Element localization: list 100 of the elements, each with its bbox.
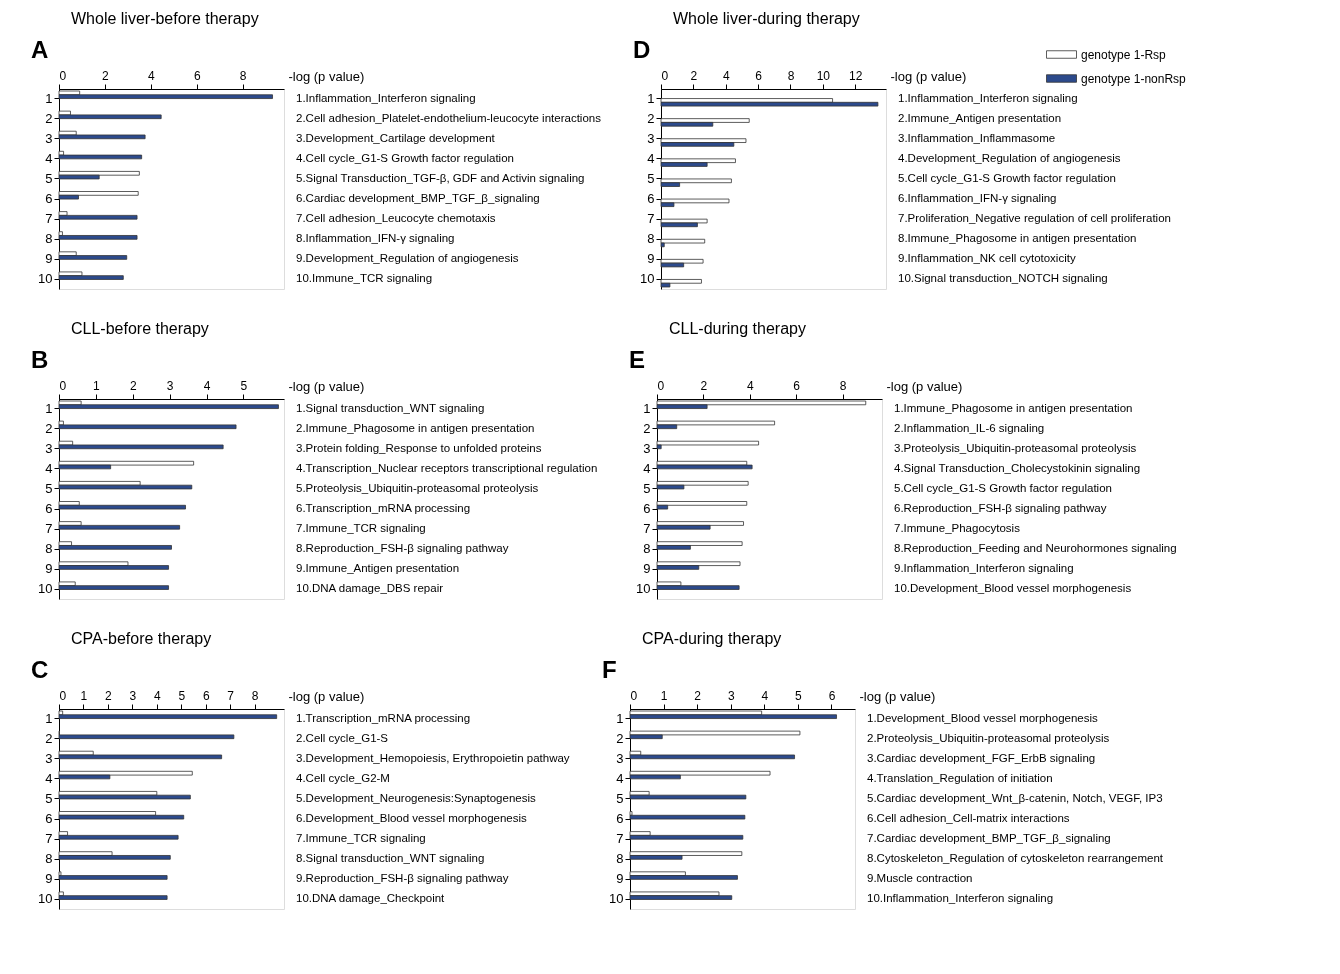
y-tick-label: 6 (616, 811, 624, 827)
bar (58, 714, 278, 719)
bar (58, 404, 279, 409)
y-tick-label: 5 (643, 480, 651, 496)
y-tick-label: 3 (45, 440, 53, 456)
bar (58, 834, 179, 840)
text: F (602, 656, 617, 683)
y-tick-label: 5 (45, 790, 53, 806)
x-tick-label: 6 (755, 68, 763, 83)
x-tick-label: 3 (129, 688, 137, 703)
y-tick-label: 10 (38, 271, 53, 287)
bar (58, 794, 191, 800)
x-tick-label: 4 (153, 688, 161, 703)
text: 5.Proteolysis_Ubiquitin-proteasomal proteolysis (296, 481, 539, 494)
x-tick-label: 8 (239, 68, 247, 83)
y-tick-label: 6 (45, 191, 53, 207)
chart-title: CPA-before therapy (71, 630, 212, 647)
x-tick-label: 4 (761, 688, 769, 703)
y-tick-label: 5 (45, 480, 53, 496)
y-tick-label: 3 (45, 130, 53, 146)
x-tick-label: 0 (657, 378, 665, 393)
text: 7.Cardiac development_BMP_TGF_β_signaling (867, 832, 1111, 845)
y-tick-label: 4 (643, 460, 651, 476)
bar (58, 235, 138, 240)
x-tick-label: 8 (839, 378, 847, 393)
bar (58, 214, 138, 220)
y-tick-label: 1 (45, 710, 53, 726)
bar (58, 754, 223, 760)
bar (629, 834, 744, 840)
text: 4.Transcription_Nuclear receptors transcriptional regulation (296, 461, 598, 474)
text: 10.DNA damage_Checkpoint (296, 892, 446, 905)
text: 4.Development_Regulation of angiogenesis (898, 151, 1121, 164)
y-tick-label: 4 (45, 150, 53, 166)
x-tick-label: 5 (795, 688, 803, 703)
x-tick-label: 2 (700, 378, 708, 393)
y-tick-label: 5 (647, 170, 655, 186)
x-tick-label: 2 (690, 68, 698, 83)
y-tick-label: 6 (45, 501, 53, 517)
bar (58, 814, 185, 820)
y-tick-label: 9 (643, 561, 651, 577)
bar (58, 565, 169, 570)
text: 1.Signal transduction_WNT signaling (296, 401, 485, 414)
bar (58, 770, 193, 776)
bar (660, 178, 732, 184)
text: 2.Inflammation_IL-6 signaling (894, 421, 1045, 434)
text: 1.Inflammation_Interferon signaling (898, 91, 1078, 104)
bar (58, 855, 171, 860)
bar (629, 895, 733, 900)
bar (656, 420, 775, 426)
x-tick-label: 6 (202, 688, 210, 703)
x-tick-label: 1 (93, 378, 101, 393)
x-tick-label: 1 (80, 688, 88, 703)
text: 5.Cell cycle_G1-S Growth factor regulation (898, 171, 1116, 184)
x-tick-label: 4 (746, 378, 754, 393)
x-tick-label: 0 (59, 688, 67, 703)
text: D (633, 36, 651, 63)
chart-title: CPA-during therapy (642, 630, 782, 647)
y-tick-label: 6 (45, 811, 53, 827)
text: 6.Cardiac development_BMP_TGF_β_signaling (296, 192, 540, 205)
text: 8.Cytoskeleton_Regulation of cytoskeleton rearrangement (867, 852, 1164, 865)
x-tick-label: 2 (102, 68, 110, 83)
text: 8.Reproduction_Feeding and Neurohormones signaling (894, 542, 1177, 555)
y-tick-label: 10 (640, 271, 655, 287)
text: 2.Proteolysis_Ubiquitin-proteasomal proteolysis (867, 731, 1110, 744)
y-tick-label: 2 (643, 420, 651, 436)
text: 7.Immune_TCR signaling (296, 832, 426, 845)
text: 6.Cell adhesion_Cell-matrix interactions (867, 812, 1070, 825)
y-tick-label: 5 (616, 790, 624, 806)
bar (660, 158, 736, 164)
y-tick-label: 2 (45, 110, 53, 126)
text: 1.Development_Blood vessel morphogenesis (867, 711, 1099, 724)
x-axis-title: -log (p value) (288, 68, 365, 84)
text: 1.Immune_Phagosome in antigen presentation (894, 401, 1133, 414)
bar (58, 524, 181, 530)
text: 7.Proliferation_Negative regulation of cell proliferation (898, 212, 1171, 225)
x-tick-label: 10 (816, 68, 831, 83)
bar (58, 444, 224, 450)
bar (656, 561, 741, 566)
bar (58, 255, 128, 260)
x-tick-label: 7 (227, 688, 235, 703)
bar (58, 895, 168, 900)
x-tick-label: 2 (694, 688, 702, 703)
text: B (31, 346, 49, 373)
bar (58, 275, 124, 280)
y-tick-label: 1 (647, 90, 655, 106)
y-tick-label: 8 (647, 231, 655, 247)
x-tick-label: 0 (59, 68, 67, 83)
y-tick-label: 1 (616, 710, 624, 726)
text: 10.Signal transduction_NOTCH signaling (898, 272, 1108, 285)
bar (629, 770, 771, 776)
y-tick-label: 2 (647, 110, 655, 126)
bar (58, 504, 186, 510)
bar (660, 198, 730, 204)
x-tick-label: 0 (59, 378, 67, 393)
bar (58, 424, 237, 430)
y-tick-label: 10 (609, 891, 624, 907)
bar (656, 501, 748, 506)
bar (58, 171, 140, 176)
text: E (629, 346, 646, 373)
text: 1.Inflammation_Interferon signaling (296, 91, 476, 104)
